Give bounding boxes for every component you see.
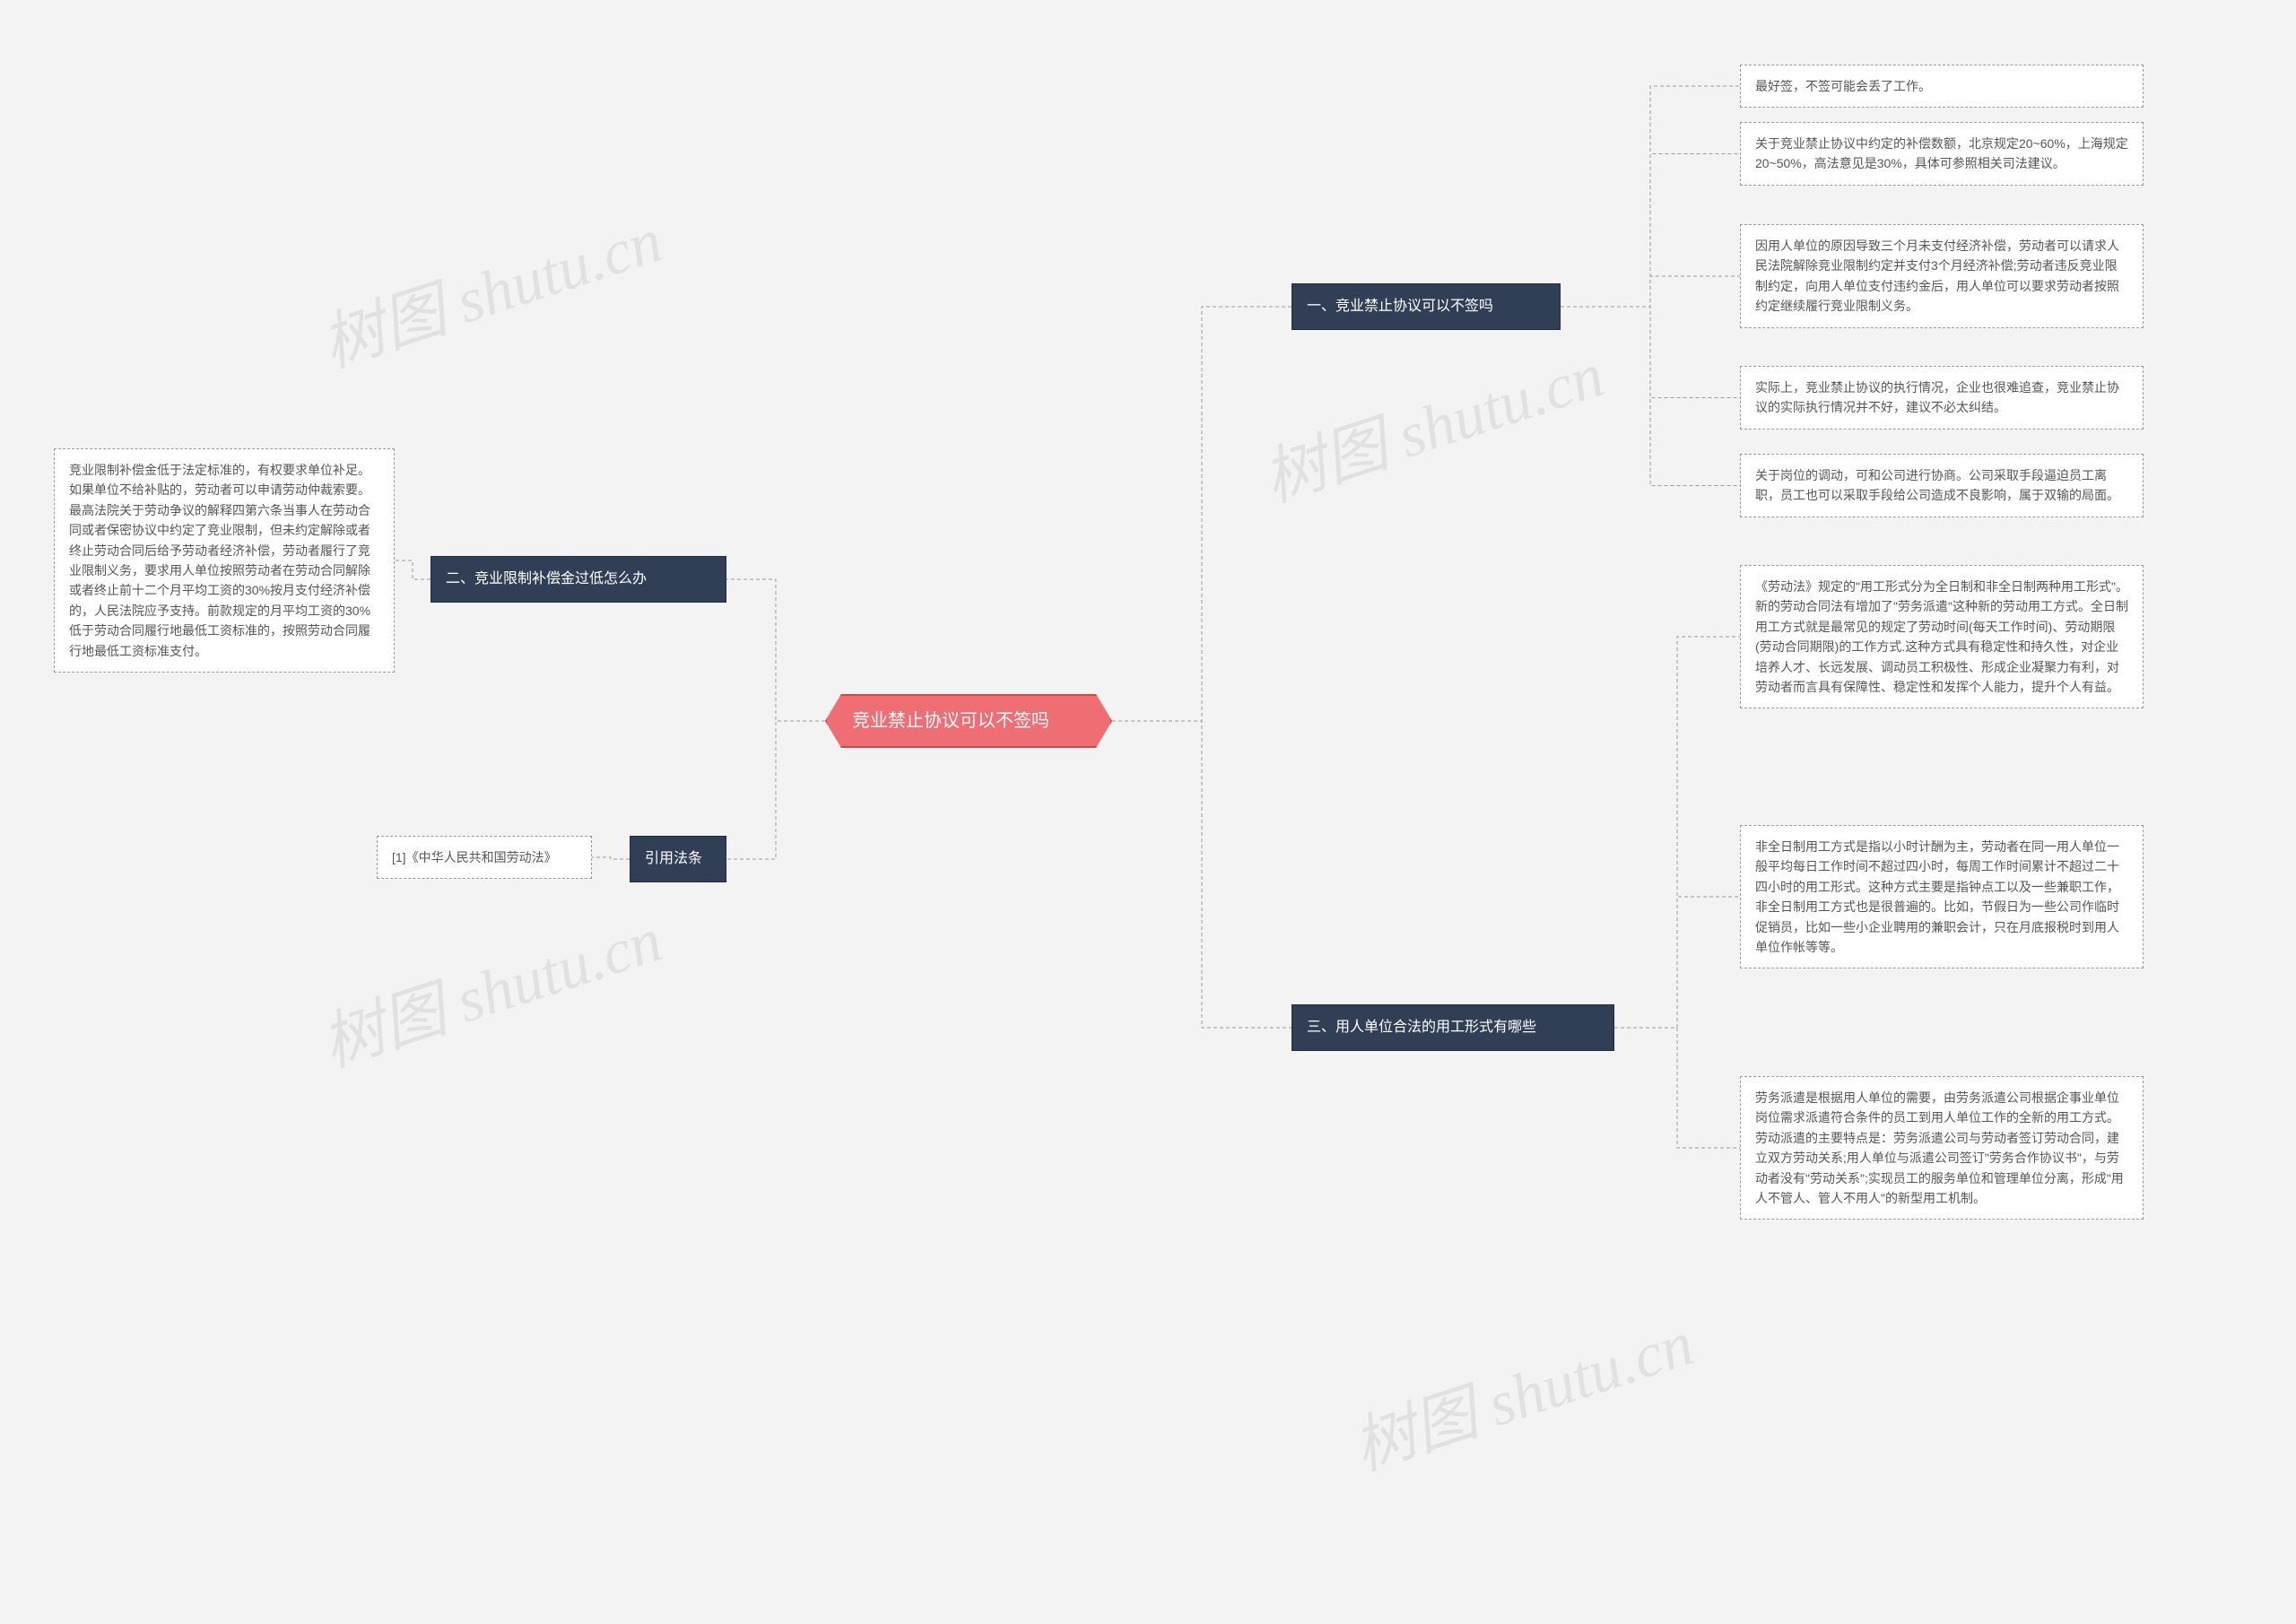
branch-node: 三、用人单位合法的用工形式有哪些 bbox=[1292, 1004, 1614, 1051]
watermark: 树图 shutu.cn bbox=[1250, 325, 1613, 519]
branch-node: 一、竞业禁止协议可以不签吗 bbox=[1292, 283, 1561, 330]
branch-node: 引用法条 bbox=[630, 836, 726, 882]
leaf-node: 因用人单位的原因导致三个月未支付经济补偿，劳动者可以请求人民法院解除竞业限制约定… bbox=[1740, 224, 2144, 328]
branch-node: 二、竞业限制补偿金过低怎么办 bbox=[430, 556, 726, 603]
leaf-node: 竞业限制补偿金低于法定标准的，有权要求单位补足。如果单位不给补贴的，劳动者可以申… bbox=[54, 448, 395, 673]
leaf-node: 最好签，不签可能会丢了工作。 bbox=[1740, 65, 2144, 108]
root-node: 竞业禁止协议可以不签吗 bbox=[825, 694, 1112, 748]
watermark: 树图 shutu.cn bbox=[1340, 1293, 1703, 1488]
leaf-node: 关于竞业禁止协议中约定的补偿数额，北京规定20~60%，上海规定20~50%，高… bbox=[1740, 122, 2144, 186]
leaf-node: 关于岗位的调动，可和公司进行协商。公司采取手段逼迫员工离职，员工也可以采取手段给… bbox=[1740, 454, 2144, 517]
root-label: 竞业禁止协议可以不签吗 bbox=[852, 711, 1049, 731]
leaf-node: 非全日制用工方式是指以小时计酬为主，劳动者在同一用人单位一般平均每日工作时间不超… bbox=[1740, 825, 2144, 968]
watermark: 树图 shutu.cn bbox=[309, 190, 672, 385]
leaf-node: 《劳动法》规定的"用工形式分为全日制和非全日制两种用工形式"。新的劳动合同法有增… bbox=[1740, 565, 2144, 708]
watermark: 树图 shutu.cn bbox=[309, 890, 672, 1084]
leaf-node: 实际上，竞业禁止协议的执行情况，企业也很难追查，竞业禁止协议的实际执行情况并不好… bbox=[1740, 366, 2144, 430]
leaf-node: 劳务派遣是根据用人单位的需要，由劳务派遣公司根据企事业单位岗位需求派遣符合条件的… bbox=[1740, 1076, 2144, 1220]
leaf-node: [1]《中华人民共和国劳动法》 bbox=[377, 836, 592, 879]
